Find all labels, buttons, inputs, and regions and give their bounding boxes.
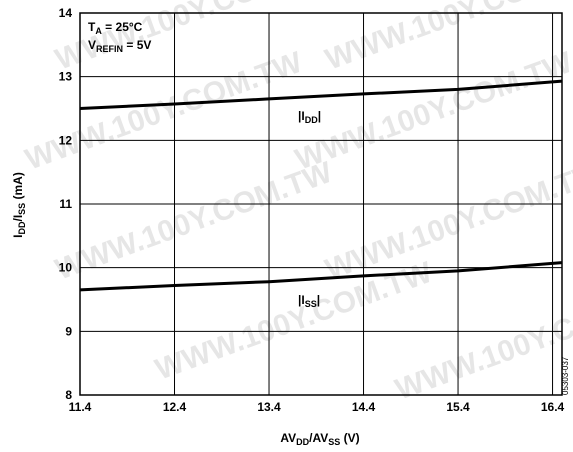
- y-tick-label: 12: [59, 133, 73, 147]
- y-tick-label: 8: [65, 388, 72, 402]
- watermark-layer: WWW.100Y.COM.TWWWW.100Y.COM.TWWWW.100Y.C…: [21, 0, 573, 407]
- plot-frame: [79, 12, 563, 396]
- watermark-text: WWW.100Y.COM.TW: [391, 276, 573, 407]
- condition-vrefin: VREFIN = 5V: [88, 38, 151, 54]
- series-label-idd: |IDD|: [298, 109, 321, 125]
- x-tick-label: 13.4: [257, 400, 281, 414]
- series-line-iss: [79, 261, 563, 292]
- watermark-text: WWW.100Y.COM.TW: [51, 156, 337, 287]
- x-tick-labels: 11.4 12.4 13.4 14.4 15.4 16.4: [69, 400, 565, 414]
- series-layer: [79, 79, 563, 292]
- series-line-idd: [79, 79, 563, 110]
- x-tick-label: 11.4: [69, 400, 92, 414]
- y-tick-label: 10: [59, 261, 73, 275]
- y-tick-label: 11: [59, 197, 72, 211]
- y-axis-label: IDD/ISS (mA): [11, 172, 27, 238]
- watermark-text: WWW.100Y.COM.TW: [321, 156, 573, 287]
- y-tick-label: 14: [59, 6, 73, 20]
- figure-reference: 05303-037: [561, 356, 570, 395]
- x-tick-label: 14.4: [352, 400, 376, 414]
- y-tick-labels: 8 9 10 11 12 13 14: [59, 6, 73, 402]
- condition-ta: TA = 25°C: [88, 20, 143, 36]
- x-tick-label: 15.4: [446, 400, 470, 414]
- x-tick-label: 12.4: [163, 400, 187, 414]
- condition-annotations: TA = 25°C VREFIN = 5V: [88, 20, 151, 54]
- x-tick-label: 16.4: [541, 400, 565, 414]
- grid: [79, 12, 562, 396]
- x-axis-label: AVDD/AVSS (V): [280, 431, 359, 447]
- y-tick-label: 13: [59, 70, 73, 84]
- y-tick-label: 9: [65, 324, 72, 338]
- series-label-iss: |ISS|: [298, 293, 320, 309]
